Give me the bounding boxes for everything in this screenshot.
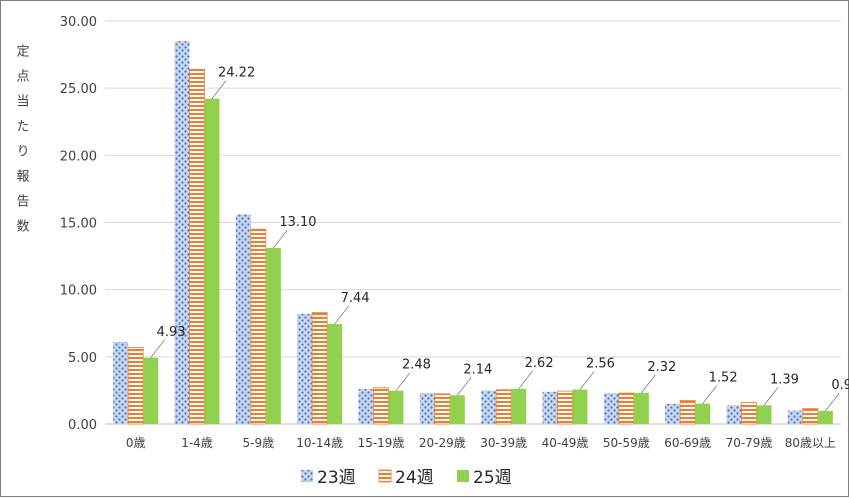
x-axis-categories: 0歳 1-4歳 5-9歳 10-14歳 15-19歳 20-29歳 30-39歳 40-49歳… (126, 436, 836, 450)
y-tick-label: 20.00 (60, 149, 97, 164)
data-label: 1.52 (709, 371, 738, 386)
data-label: 4.93 (157, 325, 186, 340)
data-label-leader (702, 385, 717, 404)
bar-series-1-9 (679, 400, 696, 425)
data-label-leader (211, 80, 227, 99)
y-axis-title: 定点当たり報告数 (14, 44, 30, 244)
bar-series-1-7 (557, 390, 573, 425)
bar-series-0-9 (665, 403, 681, 424)
data-label-leader (763, 387, 779, 406)
legend-label-2: 25週 (473, 468, 512, 488)
x-category-label: 1-4歳 (181, 436, 213, 450)
bar-series-0-3 (297, 313, 313, 424)
data-label-leader (334, 305, 349, 325)
legend-swatch-2 (457, 470, 469, 482)
x-category-label: 10-14歳 (296, 436, 343, 450)
y-tick-label: 10.00 (60, 284, 97, 299)
x-category-label: 60-69歳 (664, 436, 711, 450)
data-label-leader (273, 229, 288, 249)
x-category-label: 20-29歳 (419, 436, 466, 450)
data-label: 1.39 (770, 372, 799, 387)
legend-swatch-1 (378, 469, 392, 483)
data-label-leader (641, 374, 656, 394)
data-label: 13.10 (279, 215, 316, 230)
bar-series-1-2 (250, 228, 267, 425)
x-category-label: 80歳以上 (785, 436, 836, 450)
y-tick-label: 0.00 (68, 418, 97, 433)
data-labels: 4.93 24.22 13.10 7.44 2.48 2.14 2.62 2.56 2.32 1.… (150, 66, 849, 412)
bar-series-1-1 (189, 68, 205, 425)
x-category-label: 70-79歳 (726, 436, 773, 450)
bars (113, 41, 833, 425)
bar-series-0-2 (235, 214, 251, 424)
data-label-leader (457, 377, 472, 396)
data-label: 0.97 (831, 378, 849, 393)
x-category-label: 15-19歳 (358, 436, 405, 450)
bar-series-1-8 (618, 392, 635, 425)
bar-series-1-3 (311, 312, 328, 425)
x-category-label: 50-59歳 (603, 436, 650, 450)
bar-series-1-5 (434, 393, 451, 425)
bar-series-1-10 (741, 402, 757, 425)
data-label: 2.56 (586, 357, 615, 372)
grid-lines (105, 20, 841, 425)
y-tick-label: 5.00 (68, 351, 97, 366)
data-label: 2.32 (647, 360, 676, 375)
y-tick-label: 25.00 (60, 82, 97, 97)
bar-series-0-1 (174, 41, 190, 425)
y-tick-label: 30.00 (60, 15, 97, 30)
bar-series-2-6 (511, 388, 527, 424)
bar-series-2-1 (204, 98, 220, 425)
bar-series-2-3 (327, 324, 343, 424)
data-label-leader (395, 372, 411, 391)
bar-series-2-7 (572, 389, 588, 424)
bar-series-1-6 (495, 389, 512, 425)
y-axis-title: 定点当たり報告数 (14, 44, 30, 244)
bar-series-1-0 (127, 347, 144, 425)
bar-series-2-10 (756, 405, 772, 424)
bar-series-1-4 (373, 387, 389, 425)
bar-series-0-8 (603, 393, 619, 424)
bar-series-0-11 (787, 410, 803, 424)
bar-series-2-5 (449, 395, 465, 424)
x-category-label: 30-39歳 (480, 436, 527, 450)
data-label: 2.48 (402, 358, 431, 373)
data-label: 2.62 (525, 356, 554, 371)
bar-series-0-7 (542, 391, 558, 424)
x-category-label: 0歳 (126, 436, 146, 450)
data-label-leader (825, 392, 840, 412)
data-label-leader (150, 339, 165, 359)
legend-swatch-0 (301, 470, 313, 482)
bar-series-0-0 (113, 342, 129, 424)
data-label: 2.14 (463, 362, 492, 377)
y-tick-label: 15.00 (60, 217, 97, 232)
legend-label-1: 24週 (395, 468, 434, 488)
bar-series-0-10 (726, 405, 742, 424)
bar-series-2-9 (695, 403, 711, 424)
bar-series-2-11 (817, 410, 833, 424)
x-category-label: 40-49歳 (542, 436, 589, 450)
bar-series-0-4 (358, 389, 374, 424)
data-label: 24.22 (218, 66, 255, 81)
bar-series-0-6 (481, 390, 497, 424)
bar-series-2-8 (633, 392, 649, 424)
bar-series-2-2 (265, 248, 281, 424)
bar-series-2-4 (388, 390, 404, 424)
bar-series-1-11 (802, 408, 819, 425)
x-category-label: 5-9歳 (243, 436, 275, 450)
legend-label-0: 23週 (317, 468, 356, 488)
data-label-leader (518, 370, 533, 390)
data-label-leader (579, 371, 595, 390)
legend: 23週 24週 25週 (301, 468, 512, 488)
y-axis-ticks: 0.00 5.00 10.00 15.00 20.00 25.00 30.00 (60, 15, 97, 433)
bar-series-0-5 (419, 393, 435, 424)
data-label: 7.44 (341, 291, 370, 306)
bar-series-2-0 (143, 357, 159, 424)
